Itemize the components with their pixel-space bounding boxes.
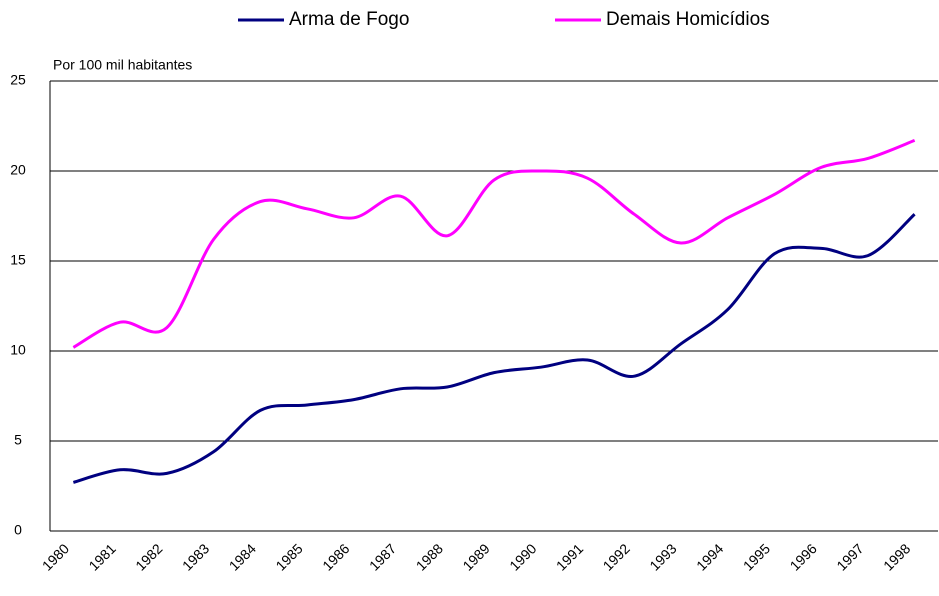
x-tick-label: 1997 xyxy=(833,540,866,573)
x-tick-label: 1994 xyxy=(693,540,726,573)
x-tick-label: 1995 xyxy=(740,540,773,573)
x-tick-label: 1980 xyxy=(39,540,72,573)
y-tick-label: 10 xyxy=(10,342,26,358)
y-tick-label: 0 xyxy=(14,522,22,538)
x-tick-label: 1986 xyxy=(319,540,352,573)
y-tick-label: 5 xyxy=(14,432,22,448)
y-tick-label: 15 xyxy=(10,252,26,268)
y-tick-label: 20 xyxy=(10,162,26,178)
x-tick-label: 1981 xyxy=(86,540,119,573)
legend-label: Demais Homicídios xyxy=(606,9,770,30)
y-axis-label: Por 100 mil habitantes xyxy=(53,57,192,73)
x-tick-label: 1985 xyxy=(272,540,305,573)
x-tick-label: 1993 xyxy=(646,540,679,573)
x-tick-label: 1990 xyxy=(506,540,539,573)
legend-label: Arma de Fogo xyxy=(289,9,409,30)
y-tick-label: 25 xyxy=(10,72,26,88)
x-tick-label: 1988 xyxy=(413,540,446,573)
x-tick-label: 1992 xyxy=(600,540,633,573)
series-line xyxy=(72,139,916,349)
x-tick-label: 1991 xyxy=(553,540,586,573)
series-line xyxy=(72,213,916,484)
x-tick-label: 1984 xyxy=(226,540,259,573)
x-tick-label: 1996 xyxy=(787,540,820,573)
x-tick-label: 1989 xyxy=(459,540,492,573)
x-tick-label: 1998 xyxy=(880,540,913,573)
x-tick-label: 1982 xyxy=(132,540,165,573)
x-tick-label: 1983 xyxy=(179,540,212,573)
x-tick-label: 1987 xyxy=(366,540,399,573)
